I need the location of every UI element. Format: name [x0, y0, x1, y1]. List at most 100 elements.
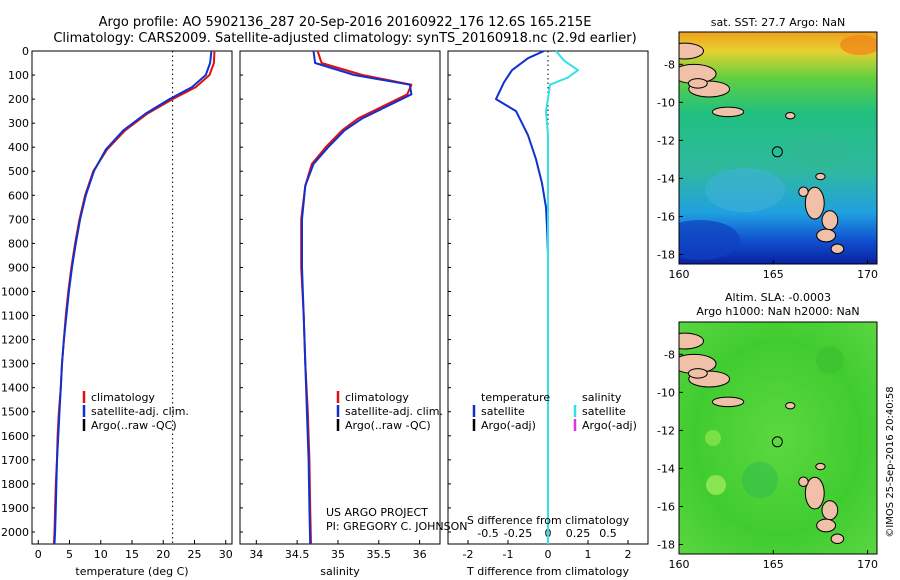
y-tick-label: 1500	[1, 406, 29, 419]
legend-label: climatology	[345, 391, 409, 404]
island	[804, 186, 825, 220]
temperature-legend: climatology satellite-adj. clim. Argo(..…	[82, 391, 189, 432]
legend-sal-title: salinity	[582, 391, 622, 404]
sla-islands	[679, 332, 845, 545]
island	[785, 402, 796, 410]
island	[816, 228, 837, 243]
map-axes: 160 165 170 -8 -10 -12 -14 -16 -18 160 165 170 -8 -10…	[657, 58, 878, 571]
y-tick-label: 900	[8, 261, 29, 274]
island	[815, 172, 826, 181]
y-tick-label: 100	[8, 69, 29, 82]
header-line2: Climatology: CARS2009. Satellite-adjuste…	[53, 31, 636, 46]
island	[821, 500, 839, 521]
header-line1: Argo profile: AO 5902136_287 20-Sep-2016…	[99, 15, 592, 30]
x-tick-label: 35	[331, 548, 345, 561]
island	[711, 396, 745, 408]
x-tick-label: 0	[35, 548, 42, 561]
map-x-tick-label: 165	[763, 558, 784, 571]
imos-stamp: ©IMOS 25-Sep-2016 20:40:58	[885, 386, 896, 537]
s-diff-tick-label: 0.5	[599, 527, 617, 540]
legend-label: Argo(..raw -QC)	[91, 419, 177, 432]
map-y-tick-label: -18	[657, 248, 675, 261]
island	[816, 518, 837, 533]
y-tick-label: 1900	[1, 502, 29, 515]
y-tick-label: 1300	[1, 358, 29, 371]
map-y-tick-label: -14	[657, 172, 675, 185]
legend-label: satellite-adj. clim.	[345, 405, 443, 418]
island	[798, 186, 809, 197]
map-x-tick-label: 160	[669, 558, 690, 571]
x-tick-label: 25	[188, 548, 202, 561]
sst-map-title: sat. SST: 27.7 Argo: NaN	[711, 16, 845, 29]
x-tick-label: 30	[219, 548, 233, 561]
sla-map-subtitle: Argo h1000: NaN h2000: NaN	[696, 305, 859, 318]
legend-label: Argo(-adj)	[481, 419, 536, 432]
sla-map-frame	[678, 321, 878, 555]
map-x-tick-label: 170	[857, 268, 878, 281]
difference-legend: temperature satellite Argo(-adj) salinit…	[472, 391, 637, 432]
legend-label: Argo(-adj)	[582, 419, 637, 432]
legend-label: satellite-adj. clim.	[91, 405, 189, 418]
series-line-satellite	[545, 50, 579, 544]
y-tick-label: 500	[8, 165, 29, 178]
temperature-plot: 0 5 10 15 20 25 300100200300400500600700800900…	[1, 45, 233, 561]
sla-map	[679, 322, 877, 554]
y-tick-label: 800	[8, 237, 29, 250]
series-line-climatology	[52, 50, 216, 545]
legend-label: Argo(..raw -QC)	[345, 419, 431, 432]
island	[830, 533, 845, 545]
x-tick-label: 15	[125, 548, 139, 561]
map-y-tick-label: -16	[657, 500, 675, 513]
map-y-tick-label: -18	[657, 538, 675, 551]
s-diff-tick-label: -0.5	[477, 527, 498, 540]
map-y-tick-label: -12	[657, 424, 675, 437]
legend-label: satellite	[582, 405, 626, 418]
island	[830, 243, 845, 255]
series-line-satellite-adj-clim-	[301, 50, 413, 545]
map-y-tick-label: -10	[657, 96, 675, 109]
y-tick-label: 1400	[1, 382, 29, 395]
y-tick-label: 300	[8, 117, 29, 130]
island	[679, 42, 705, 60]
y-tick-label: 1800	[1, 478, 29, 491]
map-y-tick-label: -12	[657, 134, 675, 147]
salinity-xlabel: salinity	[320, 565, 360, 578]
x-tick-label: 34.5	[285, 548, 310, 561]
sst-map	[679, 32, 877, 264]
x-tick-label: 0	[545, 548, 552, 561]
x-tick-label: 2	[625, 548, 632, 561]
credit-project: US ARGO PROJECT	[326, 506, 428, 519]
series-line-satellite-adj-clim-	[53, 50, 213, 545]
sst-map-frame	[678, 31, 878, 265]
map-y-tick-label: -8	[664, 58, 675, 71]
legend-temp-title: temperature	[481, 391, 550, 404]
credit-pi: PI: GREGORY C. JOHNSON	[326, 520, 467, 533]
island	[711, 106, 745, 118]
y-tick-label: 400	[8, 141, 29, 154]
island	[679, 332, 705, 350]
sla-map-title: Altim. SLA: -0.0003	[725, 291, 831, 304]
salinity-legend: climatology satellite-adj. clim. Argo(..…	[336, 391, 443, 432]
island	[815, 462, 826, 471]
x-tick-label: 5	[66, 548, 73, 561]
island	[687, 368, 708, 379]
temperature-xlabel: temperature (deg C)	[75, 565, 188, 578]
x-tick-label: -1	[503, 548, 514, 561]
x-tick-label: -2	[463, 548, 474, 561]
s-diff-tick-label: -0.25	[504, 527, 532, 540]
x-tick-label: 36	[413, 548, 427, 561]
island	[804, 476, 825, 510]
y-tick-label: 1000	[1, 285, 29, 298]
t-diff-xlabel: T difference from climatology	[466, 565, 629, 578]
legend-label: satellite	[481, 405, 525, 418]
series-line-climatology	[300, 50, 413, 545]
map-y-tick-label: -10	[657, 386, 675, 399]
map-y-tick-label: -8	[664, 348, 675, 361]
y-tick-label: 1700	[1, 454, 29, 467]
island	[798, 476, 809, 487]
y-tick-label: 200	[8, 93, 29, 106]
s-diff-xlabel: S difference from climatology	[467, 514, 630, 527]
s-diff-tick-label: 0.25	[566, 527, 591, 540]
